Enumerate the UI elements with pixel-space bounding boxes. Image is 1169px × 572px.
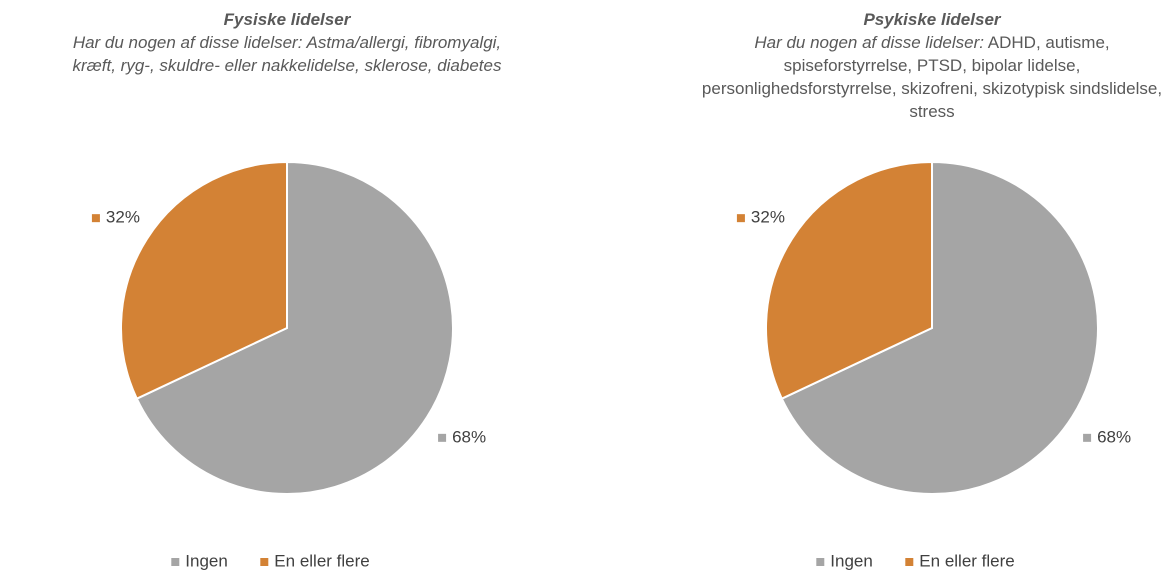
label-marker [736,214,745,223]
data-label: 32% [106,208,140,227]
legend-label: En eller flere [274,551,369,570]
label-marker [438,433,447,442]
data-label: 32% [751,208,785,227]
chart-title: Psykiske lidelser [863,10,1001,29]
legend-marker [171,558,180,566]
pie-slice [135,160,454,495]
pie-slice [120,160,288,401]
data-label: 68% [452,427,486,446]
legend-label: Ingen [185,551,228,570]
header: Psykiske lidelser Har du nogen af disse … [672,8,1169,123]
header: Fysiske lidelser Har du nogen af disse l… [52,8,522,77]
chart-subtitle: Har du nogen af disse lidelser: [754,33,984,52]
chart-subtitle: Har du nogen af disse lidelser: Astma/al… [72,33,502,75]
legend-label: Ingen [830,551,873,570]
chart-title: Fysiske lidelser [223,10,351,29]
legend-label: En eller flere [919,551,1014,570]
label-marker [91,214,100,223]
label-marker [1083,433,1092,442]
chart-subtitle-detail: ADHD, autisme, spiseforstyrrelse, PTSD, … [701,33,1163,121]
data-label: 68% [1097,427,1131,446]
pie-slice [780,160,1099,495]
pie-slice [765,160,933,401]
legend-marker [260,558,269,566]
legend-marker [816,558,825,566]
legend-marker [905,558,914,566]
